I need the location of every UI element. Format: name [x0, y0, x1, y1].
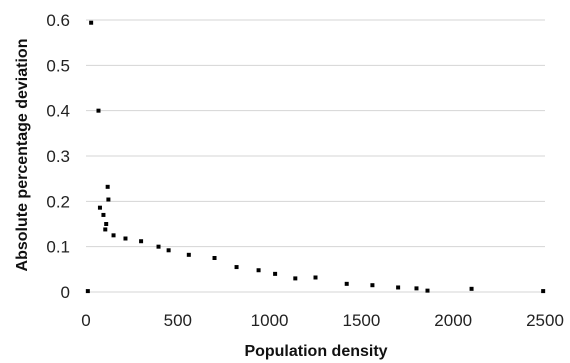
x-tick-label: 2500	[526, 311, 564, 330]
x-tick-label: 1000	[251, 311, 289, 330]
data-point	[256, 268, 261, 273]
data-point	[104, 222, 109, 226]
data-point	[106, 197, 111, 202]
x-tick-label: 2000	[434, 311, 472, 330]
data-point	[103, 227, 108, 232]
data-point	[105, 184, 110, 189]
y-tick-label: 0	[61, 283, 70, 302]
data-point	[101, 212, 106, 217]
x-tick-label: 0	[81, 311, 90, 330]
gridlines	[86, 19, 545, 293]
data-point	[234, 265, 239, 270]
y-tick-label: 0.1	[46, 238, 70, 257]
data-point	[156, 244, 161, 249]
data-point	[396, 285, 401, 290]
x-tick-label: 500	[164, 311, 192, 330]
data-point	[89, 20, 94, 25]
data-point	[85, 289, 90, 294]
data-point	[123, 236, 128, 241]
y-axis-title: Absolute percentage deviation	[14, 39, 31, 272]
data-point	[139, 239, 144, 244]
x-axis-tick-labels: 0 500 1000 1500 2000 2500	[81, 311, 564, 330]
data-point	[370, 283, 375, 288]
y-tick-label: 0.3	[46, 147, 70, 166]
y-tick-label: 0.2	[46, 192, 70, 211]
data-point	[425, 288, 430, 293]
x-tick-label: 1500	[342, 311, 380, 330]
y-tick-label: 0.4	[46, 102, 70, 121]
data-point	[344, 281, 349, 286]
data-point	[313, 275, 318, 280]
data-points	[85, 20, 546, 294]
y-tick-label: 0.5	[46, 56, 70, 75]
y-tick-label: 0.6	[46, 11, 70, 30]
data-point	[469, 286, 474, 291]
data-point	[111, 233, 116, 238]
data-point	[166, 248, 171, 253]
data-point	[96, 108, 101, 113]
data-point	[97, 205, 102, 210]
data-point	[212, 256, 217, 260]
data-point	[293, 276, 298, 281]
data-point	[541, 289, 546, 294]
data-point	[273, 271, 278, 276]
y-axis-tick-labels: 0 0.1 0.2 0.3 0.4 0.5 0.6	[46, 11, 70, 302]
data-point	[414, 286, 419, 291]
x-axis-title: Population density	[244, 343, 387, 360]
data-point	[186, 252, 191, 257]
